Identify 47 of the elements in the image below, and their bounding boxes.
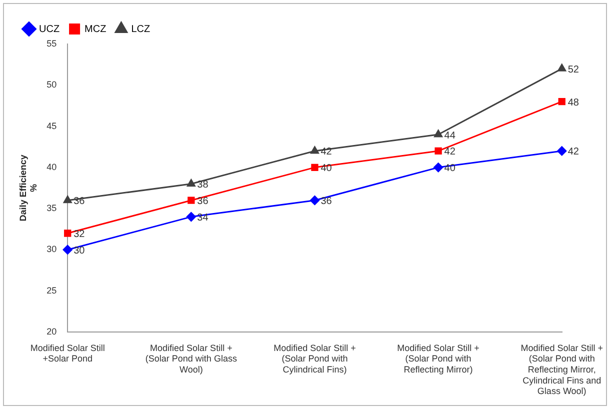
y-tick-label: 50 [46,80,57,90]
y-tick-label: 45 [46,120,57,131]
data-label: 52 [568,64,580,76]
data-label: 42 [568,146,580,158]
data-label: 36 [197,196,209,208]
data-label: 32 [74,229,86,240]
y-tick-label: 40 [46,162,57,172]
y-axis-title: Daily Efficiency % [18,154,39,222]
point [62,244,72,254]
data-label: 48 [568,97,580,108]
data-label: 34 [197,212,209,224]
y-tick-label: 35 [46,203,57,214]
data-label: 30 [74,245,86,256]
x-tick-label: Modified Solar Still + (Solar Pond with Cylindrical Fins) [274,342,356,374]
point [310,146,319,154]
x-tick-label: Modified Solar Still + (Solar Pond with Glass Wool) [145,342,238,374]
legend-label: MCZ [84,24,106,35]
y-tick-label: 20 [46,326,57,336]
data-label: 42 [444,146,456,158]
point [558,98,566,106]
point [310,196,320,206]
point [434,130,443,138]
x-tick-label: Modified Solar Still + (Solar Pond with Reflecting Mirror) [397,342,480,374]
y-tick-label: 25 [46,285,57,296]
data-label: 40 [320,163,332,174]
point [558,64,566,72]
point [434,147,442,155]
legend-label: LCZ [131,24,150,35]
point [64,230,72,237]
data-label: 36 [74,196,86,208]
data-label: 40 [444,163,456,174]
point [188,196,195,204]
point [434,162,444,172]
data-label: 38 [197,180,209,191]
x-tick-label: Modified Solar Still +Solar Pond [30,342,105,364]
data-label: 44 [444,130,456,142]
point [63,196,72,204]
point [186,212,196,222]
point [311,164,318,172]
point [557,146,567,156]
data-label: 42 [320,146,332,158]
x-tick-label: Modified Solar Still + (Solar Pond with Reflecting Mirror, Cylindrical Fins and Glass Wool) [520,342,604,396]
y-tick-label: 30 [46,244,57,254]
point [186,179,196,187]
data-label: 36 [320,196,332,208]
legend-label: UCZ [39,24,60,35]
y-tick-label: 55 [46,38,57,48]
